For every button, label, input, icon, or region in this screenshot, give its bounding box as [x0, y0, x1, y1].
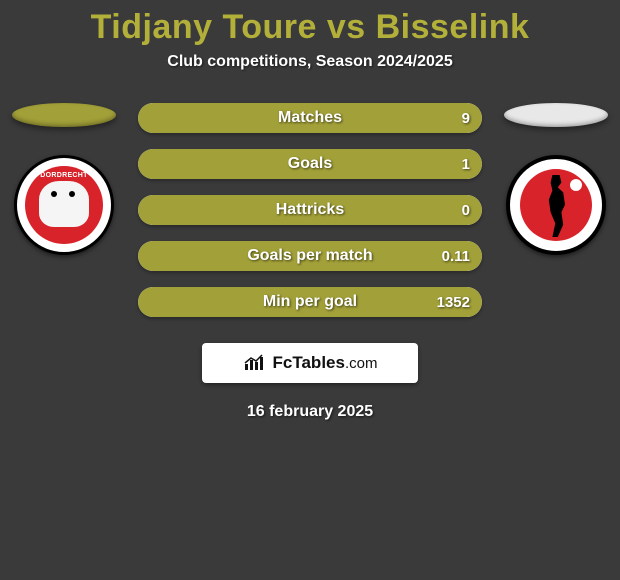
page-subtitle: Club competitions, Season 2024/2025 — [0, 53, 620, 71]
stat-value-right: 9 — [462, 110, 470, 127]
left-badge-inner: DORDRECHT — [25, 166, 103, 244]
stat-bar: Hattricks 0 — [138, 195, 482, 225]
right-club-badge — [506, 155, 606, 255]
left-badge-text: DORDRECHT — [40, 172, 87, 179]
stat-label: Goals per match — [247, 247, 372, 265]
right-ellipse — [504, 103, 608, 127]
stat-label: Hattricks — [276, 201, 344, 219]
stat-bar: Goals 1 — [138, 149, 482, 179]
stat-label: Min per goal — [263, 293, 357, 311]
player-silhouette-icon — [538, 175, 574, 237]
ball-icon — [570, 179, 582, 191]
left-club-badge: DORDRECHT — [14, 155, 114, 255]
stat-value-right: 1352 — [437, 294, 470, 311]
left-ellipse — [12, 103, 116, 127]
stat-value-right: 1 — [462, 156, 470, 173]
stat-bar: Goals per match 0.11 — [138, 241, 482, 271]
stat-bar: Min per goal 1352 — [138, 287, 482, 317]
stat-value-right: 0 — [462, 202, 470, 219]
chart-icon — [243, 354, 267, 372]
stat-label: Matches — [278, 109, 342, 127]
page-title: Tidjany Toure vs Bisselink — [0, 0, 620, 47]
right-player-col — [500, 103, 612, 255]
stat-value-right: 0.11 — [442, 248, 470, 265]
stat-bar: Matches 9 — [138, 103, 482, 133]
sheep-icon — [39, 181, 89, 227]
stat-bars: Matches 9 Goals 1 Hattricks 0 Goals per match 0… — [120, 103, 500, 333]
attribution-tld: .com — [345, 355, 378, 372]
left-player-col: DORDRECHT — [8, 103, 120, 255]
date-label: 16 february 2025 — [0, 403, 620, 421]
comparison-row: DORDRECHT Matches 9 Goals 1 Hattricks 0 Goals … — [0, 103, 620, 333]
attribution-badge: FcTables.com — [202, 343, 418, 383]
attribution-brand: FcTables — [273, 353, 345, 373]
right-badge-inner — [520, 169, 592, 241]
stat-label: Goals — [288, 155, 332, 173]
